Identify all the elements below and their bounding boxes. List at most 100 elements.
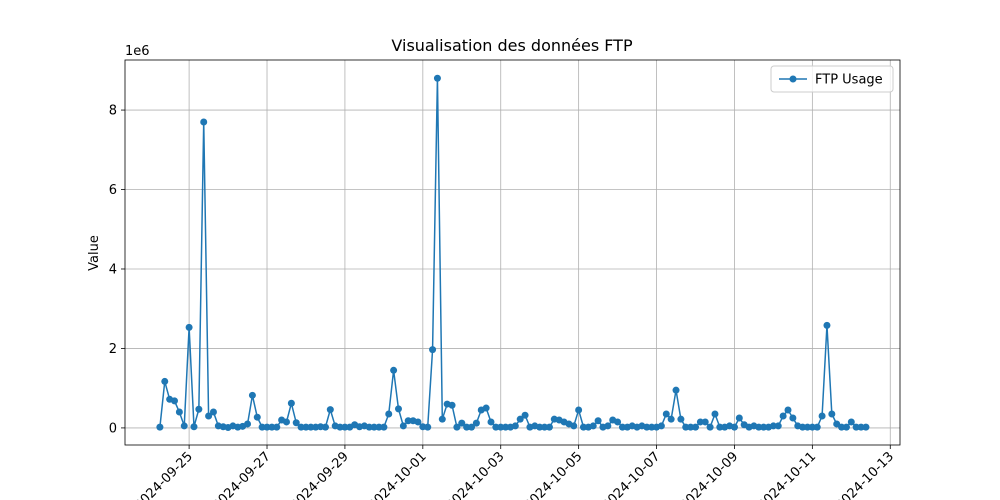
- y-tick-label: 4: [109, 262, 117, 277]
- data-point: [453, 423, 461, 431]
- data-point: [828, 410, 836, 418]
- data-point: [365, 423, 373, 431]
- data-point: [769, 422, 777, 430]
- data-point: [156, 423, 164, 431]
- data-point: [691, 423, 699, 431]
- data-point: [536, 423, 544, 431]
- data-point: [268, 423, 276, 431]
- y-axis-label: Value: [87, 235, 102, 271]
- data-point: [857, 423, 865, 431]
- data-point: [696, 418, 704, 426]
- data-point: [180, 422, 188, 430]
- data-point: [502, 423, 510, 431]
- y-tick-label: 8: [109, 104, 117, 119]
- data-point: [307, 423, 315, 431]
- data-point: [429, 346, 437, 354]
- data-point: [823, 321, 831, 329]
- data-point: [205, 412, 213, 420]
- data-point: [385, 410, 393, 418]
- data-point: [380, 423, 388, 431]
- data-point: [258, 423, 266, 431]
- data-point: [341, 423, 349, 431]
- data-point: [662, 410, 670, 418]
- data-point: [175, 408, 183, 416]
- data-point: [292, 419, 300, 427]
- data-point: [687, 423, 695, 431]
- plot-frame: [124, 59, 901, 446]
- data-point: [414, 418, 422, 426]
- data-point: [468, 423, 476, 431]
- data-point: [784, 406, 792, 414]
- data-point: [492, 423, 500, 431]
- data-point: [482, 404, 490, 412]
- data-point: [171, 397, 179, 405]
- data-point: [516, 415, 524, 423]
- y-tick-label: 2: [109, 342, 117, 357]
- data-point: [711, 410, 719, 418]
- data-point: [326, 406, 334, 414]
- data-point: [847, 418, 855, 426]
- data-point: [667, 415, 675, 423]
- data-point: [253, 413, 261, 421]
- data-point: [618, 423, 626, 431]
- data-point: [161, 377, 169, 385]
- y-tick-label: 6: [109, 183, 117, 198]
- y-tick-label: 0: [109, 421, 117, 436]
- data-point: [818, 412, 826, 420]
- data-point: [545, 423, 553, 431]
- data-point: [185, 323, 193, 331]
- data-point: [195, 405, 203, 413]
- data-point: [706, 423, 714, 431]
- data-point: [463, 423, 471, 431]
- data-point: [813, 423, 821, 431]
- data-point: [458, 419, 466, 427]
- data-point: [862, 423, 870, 431]
- data-point: [779, 412, 787, 420]
- data-point: [614, 418, 622, 426]
- data-point: [390, 366, 398, 374]
- data-point: [273, 423, 281, 431]
- data-point: [570, 422, 578, 430]
- data-point: [755, 423, 763, 431]
- data-point: [336, 423, 344, 431]
- data-point: [604, 422, 612, 430]
- legend: FTP Usage: [770, 65, 894, 93]
- data-point: [682, 423, 690, 431]
- data-point: [799, 423, 807, 431]
- data-point: [433, 74, 441, 82]
- data-point: [760, 423, 768, 431]
- data-point: [541, 423, 549, 431]
- data-point: [677, 415, 685, 423]
- data-point: [643, 423, 651, 431]
- data-point: [842, 423, 850, 431]
- data-point: [511, 422, 519, 430]
- data-point: [575, 406, 583, 414]
- data-point: [789, 414, 797, 422]
- data-point: [297, 423, 305, 431]
- data-point: [730, 423, 738, 431]
- data-point: [375, 423, 383, 431]
- data-point: [394, 405, 402, 413]
- data-point: [200, 118, 208, 126]
- data-point: [321, 423, 329, 431]
- data-point: [774, 422, 782, 430]
- data-point: [282, 418, 290, 426]
- data-point: [648, 423, 656, 431]
- data-point: [852, 423, 860, 431]
- data-point: [838, 423, 846, 431]
- data-point: [370, 423, 378, 431]
- data-point: [657, 422, 665, 430]
- data-point: [808, 423, 816, 431]
- data-point: [244, 420, 252, 428]
- data-point: [263, 423, 271, 431]
- legend-label: FTP Usage: [815, 73, 883, 88]
- data-point: [589, 422, 597, 430]
- y-offset-label: 1e6: [125, 44, 150, 59]
- data-point: [521, 411, 529, 419]
- data-point: [594, 417, 602, 425]
- data-point: [497, 423, 505, 431]
- data-point: [716, 423, 724, 431]
- data-point: [209, 408, 217, 416]
